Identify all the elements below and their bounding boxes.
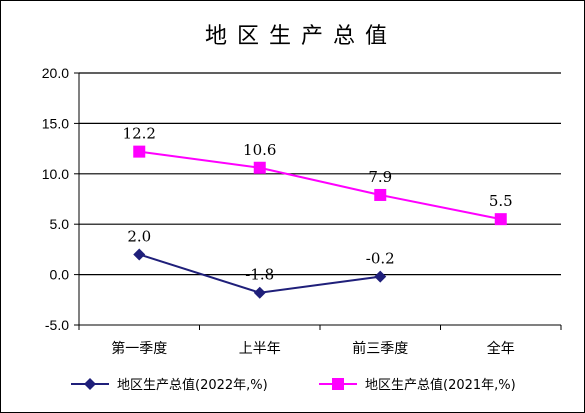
x-category-label: 第一季度 (111, 340, 167, 357)
diamond-marker (253, 286, 266, 299)
data-label: -0.2 (366, 250, 395, 268)
series-line (139, 150, 501, 221)
series-layer (133, 145, 507, 299)
axis-layer: 20.0 15.0 10.0 5.0 0.0 -5.0 第一季度 上半年 前三季度 全年 (42, 65, 562, 357)
legend-label: 地区生产总值(2021年,%) (365, 377, 516, 393)
legend-label: 地区生产总值(2022年,%) (117, 377, 268, 393)
square-marker (374, 188, 387, 201)
y-tick-label: -5.0 (45, 317, 69, 333)
diamond-marker (133, 248, 146, 261)
x-category-label: 全年 (487, 340, 515, 357)
square-marker (133, 145, 146, 158)
legend: 地区生产总值(2022年,%) 地区生产总值(2021年,%) (71, 377, 516, 393)
y-tick-label: 20.0 (42, 65, 69, 81)
grid-layer (79, 72, 561, 276)
data-label: 12.2 (123, 125, 156, 143)
y-tick-label: 0.0 (50, 267, 70, 283)
y-tick-label: 5.0 (50, 216, 70, 232)
square-marker (332, 378, 344, 390)
data-label-layer: 2.0 -1.8 -0.2 12.2 10.6 7.9 5.5 (123, 125, 513, 284)
square-marker (494, 213, 507, 226)
chart-title: 地区生产总值 (205, 24, 397, 49)
diamond-marker (84, 378, 96, 390)
data-label: 10.6 (243, 141, 276, 159)
data-label: 2.0 (127, 227, 151, 245)
y-tick-label: 10.0 (42, 166, 69, 182)
x-category-label: 上半年 (239, 341, 281, 357)
data-label: -1.8 (245, 266, 274, 284)
x-category-label: 前三季度 (352, 340, 408, 357)
square-marker (253, 161, 266, 174)
data-label: 7.9 (368, 168, 392, 186)
diamond-marker (374, 270, 387, 283)
y-tick-label: 15.0 (42, 115, 69, 131)
data-label: 5.5 (489, 192, 513, 210)
